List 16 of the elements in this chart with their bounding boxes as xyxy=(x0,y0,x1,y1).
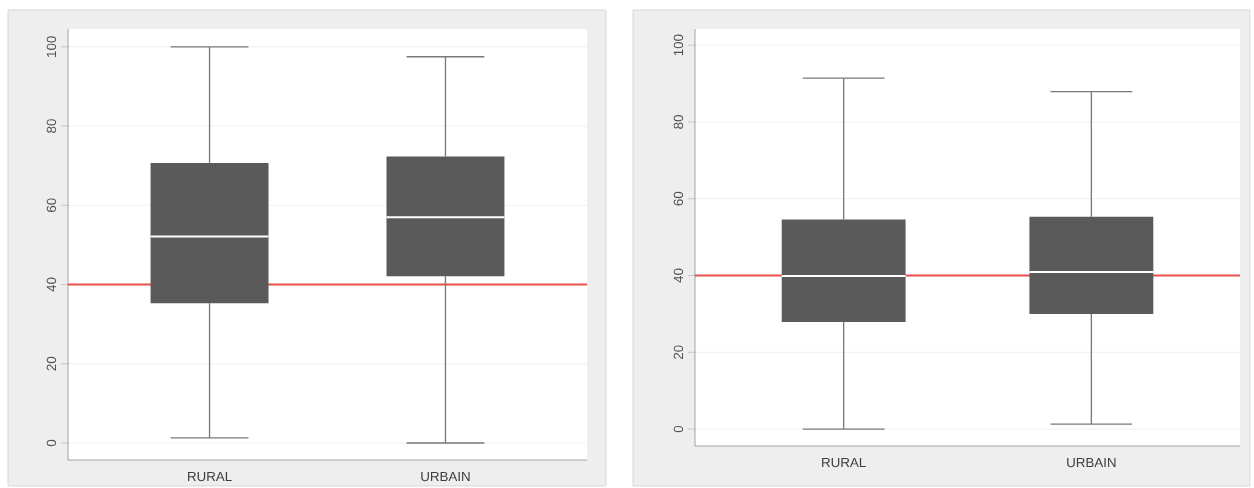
y-tick-label: 80 xyxy=(46,119,57,133)
y-tick-label: 40 xyxy=(673,268,684,283)
y-tick-label: 60 xyxy=(46,198,57,213)
x-tick-label: URBAIN xyxy=(421,471,470,482)
y-tick-label: 0 xyxy=(46,439,57,447)
y-tick-label: 100 xyxy=(46,36,57,57)
x-tick-label: RURAL xyxy=(188,471,232,482)
y-tick-label: 20 xyxy=(673,345,684,360)
x-tick-label: RURAL xyxy=(822,457,866,468)
y-tick-label: 20 xyxy=(46,356,57,371)
y-tick-label: 60 xyxy=(673,191,684,206)
x-tick-label: URBAIN xyxy=(1067,457,1116,468)
y-tick-label: 100 xyxy=(673,34,684,56)
y-tick-label: 0 xyxy=(673,425,684,433)
y-tick-label: 40 xyxy=(46,277,57,292)
y-tick-label: 80 xyxy=(673,115,684,129)
